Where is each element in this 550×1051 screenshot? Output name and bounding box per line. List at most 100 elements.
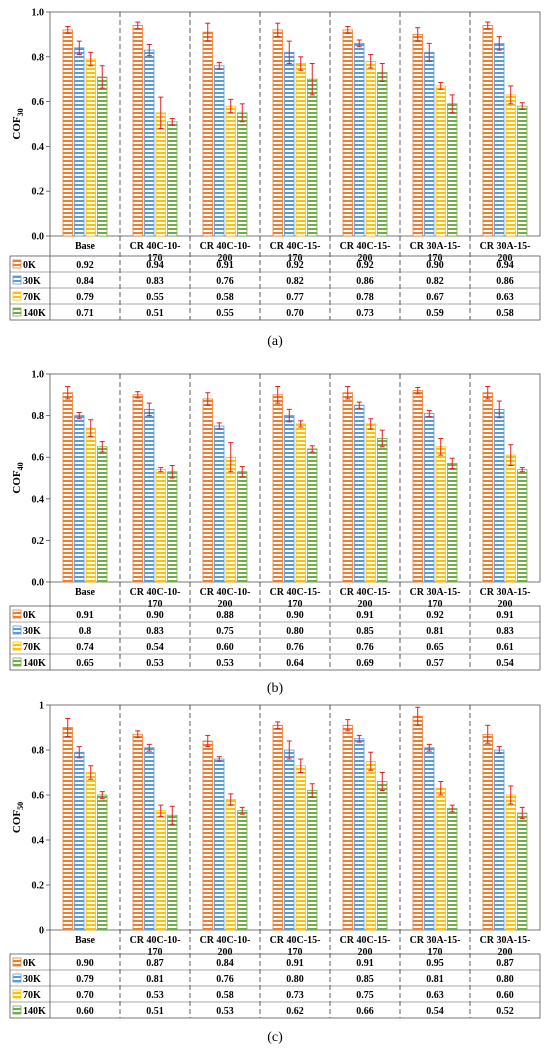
- table-cell-value: 0.87: [496, 958, 514, 969]
- bar-0K: [342, 29, 353, 237]
- legend-key-0K: [12, 259, 22, 269]
- category-label: 200: [498, 253, 513, 264]
- table-cell-value: 0.52: [496, 1006, 514, 1017]
- bar-0K: [62, 392, 73, 583]
- bar-30K: [74, 47, 85, 237]
- bar-140K: [517, 812, 528, 931]
- bar-30K: [144, 747, 155, 931]
- table-cell-value: 0.65: [76, 658, 94, 669]
- table-cell-value: 0.83: [496, 626, 514, 637]
- table-cell-value: 0.92: [426, 610, 444, 621]
- bar-140K: [237, 810, 248, 931]
- category-label: CR 30A-15-: [480, 935, 531, 946]
- bar-140K: [97, 76, 108, 237]
- table-cell-value: 0.67: [426, 292, 444, 303]
- bar-30K: [74, 751, 85, 931]
- table-cell-value: 0.94: [496, 260, 514, 271]
- category-label: CR 40C-10-: [130, 241, 181, 252]
- bar-140K: [447, 808, 458, 931]
- y-axis-label: COF40: [11, 462, 25, 493]
- y-tick-label: 0.8: [32, 746, 45, 757]
- table-cell-value: 0.57: [426, 658, 444, 669]
- category-label: 170: [288, 599, 303, 610]
- category-label: 200: [358, 947, 373, 958]
- bar-70K: [365, 760, 376, 931]
- table-cell-value: 0.66: [356, 1006, 374, 1017]
- bar-140K: [517, 105, 528, 237]
- category-label: CR 40C-15-: [270, 587, 321, 598]
- category-label: CR 30A-15-: [410, 935, 461, 946]
- panel-caption: (c): [267, 1030, 283, 1045]
- bar-70K: [225, 456, 236, 583]
- category-label: CR 40C-15-: [270, 935, 321, 946]
- table-cell-value: 0.75: [216, 626, 234, 637]
- table-cell-value: 0.54: [496, 658, 514, 669]
- category-label: CR 30A-15-: [410, 241, 461, 252]
- series-name: 30K: [23, 626, 41, 637]
- table-cell-value: 0.82: [426, 276, 444, 287]
- category-label: 170: [288, 253, 303, 264]
- bar-0K: [412, 715, 423, 931]
- series-name: 30K: [23, 974, 41, 985]
- bar-30K: [144, 408, 155, 583]
- table-cell-value: 0.70: [286, 308, 304, 319]
- table-cell-value: 0.78: [356, 292, 374, 303]
- table-cell-value: 0.8: [79, 626, 92, 637]
- table-cell-value: 0.60: [76, 1006, 94, 1017]
- table-cell-value: 0.85: [356, 626, 374, 637]
- category-label: CR 30A-15-: [410, 587, 461, 598]
- bar-70K: [225, 799, 236, 931]
- table-cell-value: 0.85: [356, 974, 374, 985]
- table-cell-value: 0.53: [146, 658, 164, 669]
- bar-0K: [202, 398, 213, 583]
- table-cell-value: 0.77: [286, 292, 304, 303]
- y-axis-label: COF50: [11, 802, 25, 833]
- table-cell-value: 0.55: [146, 292, 164, 303]
- bar-0K: [342, 392, 353, 583]
- bar-70K: [365, 60, 376, 237]
- y-tick-label: 0.2: [32, 187, 45, 198]
- bar-70K: [435, 787, 446, 931]
- category-label: 170: [428, 947, 443, 958]
- category-label: CR 40C-15-: [270, 241, 321, 252]
- category-label: CR 40C-15-: [340, 935, 391, 946]
- y-axis-label-main: COF: [11, 116, 23, 140]
- bar-0K: [412, 34, 423, 237]
- table-cell-value: 0.91: [496, 610, 514, 621]
- bar-140K: [377, 438, 388, 583]
- table-cell-value: 0.80: [496, 974, 514, 985]
- bar-70K: [85, 772, 96, 931]
- y-tick-label: 0.4: [32, 836, 45, 847]
- bar-30K: [424, 413, 435, 583]
- table-cell-value: 0.60: [496, 990, 514, 1001]
- category-label: 200: [358, 599, 373, 610]
- table-cell-value: 0.58: [216, 990, 234, 1001]
- legend-key-140K: [12, 657, 22, 667]
- bar-0K: [202, 31, 213, 237]
- category-label: CR 40C-10-: [200, 241, 251, 252]
- bar-140K: [97, 446, 108, 583]
- table-cell-value: 0.73: [286, 990, 304, 1001]
- bar-0K: [202, 740, 213, 931]
- legend-key-140K: [12, 307, 22, 317]
- bar-30K: [354, 42, 365, 237]
- y-tick-label: 0.0: [32, 232, 45, 243]
- bar-0K: [62, 727, 73, 931]
- plot-frame: [49, 373, 541, 583]
- category-label: 200: [218, 253, 233, 264]
- category-label: 170: [288, 947, 303, 958]
- table-cell-value: 0.71: [76, 308, 94, 319]
- table-cell-value: 0.53: [216, 1006, 234, 1017]
- table-cell-value: 0.76: [216, 276, 234, 287]
- bar-30K: [144, 49, 155, 237]
- bar-140K: [167, 814, 178, 931]
- bar-70K: [85, 427, 96, 583]
- table-cell-value: 0.70: [76, 990, 94, 1001]
- table-cell-value: 0.91: [286, 958, 304, 969]
- bar-30K: [214, 425, 225, 583]
- table-cell-value: 0.58: [216, 292, 234, 303]
- table-cell-value: 0.55: [216, 308, 234, 319]
- bar-140K: [307, 790, 318, 931]
